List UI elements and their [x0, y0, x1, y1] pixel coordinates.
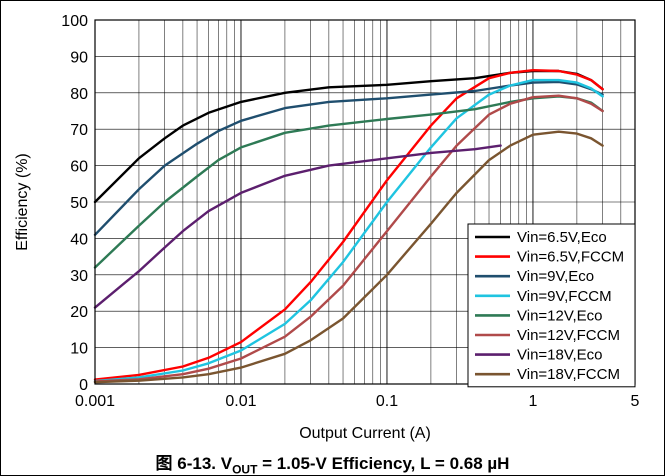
x-tick-label: 5 — [631, 393, 640, 410]
caption-rest: = 1.05-V Efficiency, L = 0.68 µH — [257, 454, 510, 473]
legend-label: Vin=18V,FCCM — [517, 366, 620, 383]
legend-box — [467, 223, 636, 388]
efficiency-chart: 0 10 20 30 40 50 60 70 80 90 100 0.001 0.01 0.1 1 5 Ou… — [14, 13, 640, 442]
y-tick-label: 40 — [70, 231, 88, 248]
legend-label: Vin=12V,Eco — [517, 307, 603, 324]
figure-caption: 图 6-13. VOUT = 1.05-V Efficiency, L = 0.… — [1, 449, 664, 476]
x-axis-title: Output Current (A) — [299, 425, 431, 442]
y-tick-label: 50 — [70, 195, 88, 212]
y-tick-label: 30 — [70, 268, 88, 285]
y-tick-label: 100 — [61, 13, 88, 30]
x-axis-ticks: 0.001 0.01 0.1 1 5 — [75, 393, 640, 410]
y-tick-label: 0 — [79, 377, 88, 394]
y-tick-label: 70 — [70, 122, 88, 139]
x-tick-label: 0.1 — [376, 393, 398, 410]
plot-frame — [94, 19, 636, 385]
series-line — [93, 144, 502, 309]
x-tick-label: 1 — [529, 393, 538, 410]
series-line — [93, 94, 604, 383]
legend-label: Vin=12V,FCCM — [517, 327, 620, 344]
series-line — [93, 80, 604, 237]
y-tick-label: 80 — [70, 86, 88, 103]
series-line — [93, 130, 604, 384]
series-lines — [93, 68, 604, 384]
caption-prefix: 图 6-13. V — [155, 454, 233, 473]
y-axis-ticks: 0 10 20 30 40 50 60 70 80 90 100 — [61, 13, 88, 394]
legend-label: Vin=18V,Eco — [517, 347, 603, 364]
legend: Vin=6.5V,Eco Vin=6.5V,FCCM Vin=9V,Eco Vin=9… — [467, 223, 636, 388]
x-tick-label: 0.01 — [225, 393, 256, 410]
legend-label: Vin=6.5V,Eco — [517, 229, 607, 246]
y-tick-label: 90 — [70, 49, 88, 66]
legend-label: Vin=6.5V,FCCM — [517, 249, 624, 266]
series-line — [93, 78, 604, 383]
y-tick-label: 10 — [70, 341, 88, 358]
y-axis-title: Efficiency (%) — [14, 153, 31, 251]
y-tick-label: 20 — [70, 304, 88, 321]
caption-subscript: OUT — [232, 462, 258, 476]
y-tick-label: 60 — [70, 159, 88, 176]
x-tick-label: 0.001 — [75, 393, 115, 410]
legend-label: Vin=9V,FCCM — [517, 288, 612, 305]
legend-label: Vin=9V,Eco — [517, 268, 594, 285]
series-line — [93, 68, 604, 381]
